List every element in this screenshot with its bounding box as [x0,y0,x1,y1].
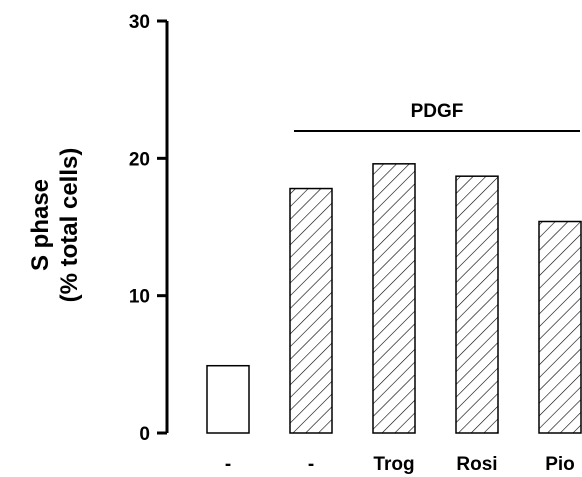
y-axis-ticks: 0 10 20 30 [129,12,167,445]
bar-2 [289,187,333,434]
y-tick-label: 10 [129,287,150,308]
y-tick-label: 20 [129,149,150,170]
category-labels: - - Trog Rosi Pio [225,454,575,475]
bar-1 [206,364,250,434]
bar-3 [372,163,416,434]
x-category-label: Rosi [456,454,497,475]
group-label: PDGF [411,101,464,122]
y-tick-label: 0 [139,424,150,445]
x-category-label: Pio [545,454,575,475]
x-category-label: - [308,454,314,475]
y-axis-title-line1: S phase [27,179,54,271]
y-axis-title-line2: (% total cells) [56,148,83,303]
x-category-label: - [225,454,231,475]
bars [206,163,582,434]
bar-4 [455,175,499,434]
x-category-label: Trog [373,454,414,475]
bar-5 [538,220,582,434]
y-tick-label: 30 [129,12,150,33]
